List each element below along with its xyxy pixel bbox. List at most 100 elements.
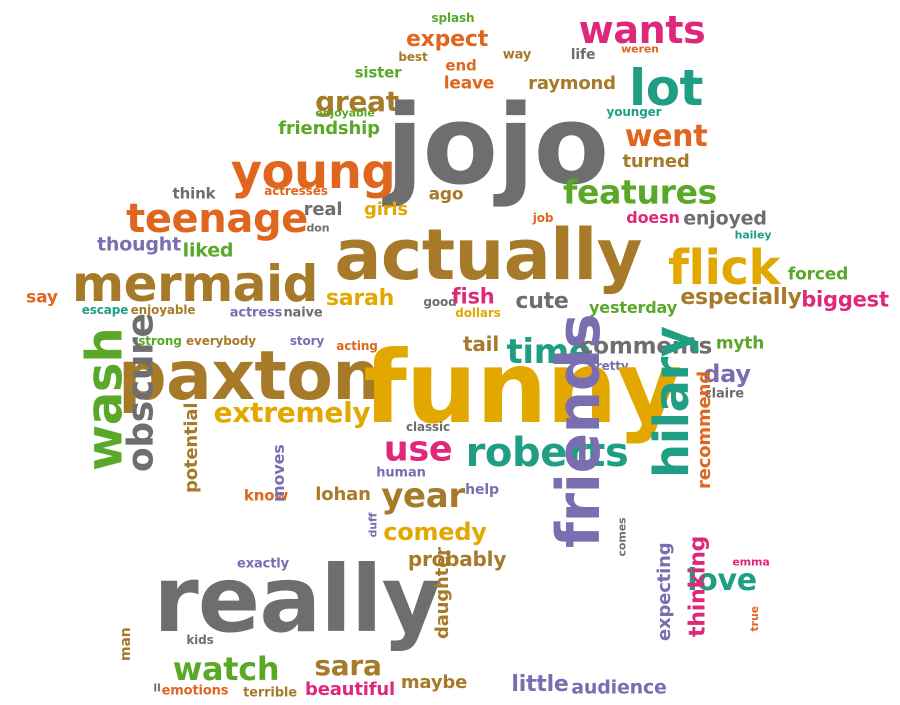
word-paxton: paxton bbox=[118, 337, 381, 416]
word-man: man bbox=[118, 627, 135, 661]
word-friendship: friendship bbox=[278, 118, 380, 139]
word-way: way bbox=[502, 47, 532, 63]
word-went: went bbox=[624, 119, 708, 154]
word-true: true bbox=[748, 605, 762, 632]
word-expect: expect bbox=[405, 27, 489, 52]
word-dollars: dollars bbox=[455, 306, 501, 320]
word-think: think bbox=[172, 184, 216, 203]
word-best: best bbox=[398, 50, 428, 64]
word-actress: actress bbox=[229, 305, 283, 321]
word-emma: emma bbox=[732, 555, 770, 569]
word-good: good bbox=[423, 295, 457, 309]
word-help: help bbox=[465, 482, 499, 498]
word-features: features bbox=[563, 172, 717, 212]
word-daughter: daughter bbox=[432, 547, 454, 639]
word-probably: probably bbox=[407, 547, 507, 571]
word-friends: friends bbox=[543, 313, 614, 548]
word-forced: forced bbox=[787, 264, 849, 285]
word-acting: acting bbox=[336, 339, 378, 353]
word-say: say bbox=[26, 287, 58, 308]
word-thinking: thinking bbox=[685, 535, 711, 637]
word-real: real bbox=[303, 199, 343, 220]
word-thought: thought bbox=[96, 233, 182, 256]
word-weren: weren bbox=[621, 42, 659, 56]
word-use: use bbox=[383, 429, 453, 470]
word-fish: fish bbox=[451, 284, 495, 309]
word-know: know bbox=[243, 486, 289, 505]
word-leave: leave bbox=[443, 73, 495, 94]
word-especially: especially bbox=[680, 285, 802, 310]
word-story: story bbox=[289, 334, 325, 348]
word-yesterday: yesterday bbox=[589, 298, 677, 317]
word-claire: claire bbox=[704, 386, 744, 402]
word-mermaid: mermaid bbox=[72, 255, 318, 313]
word-kids: kids bbox=[186, 633, 214, 647]
word-comedy: comedy bbox=[383, 518, 487, 546]
word-potential: potential bbox=[180, 402, 202, 493]
word-younger: younger bbox=[606, 105, 662, 119]
word-sarah: sarah bbox=[325, 286, 395, 311]
word-really: really bbox=[153, 546, 441, 653]
word-maybe: maybe bbox=[400, 672, 468, 693]
word-enjoyable-top: enjoyable bbox=[315, 106, 375, 120]
word-exactly: exactly bbox=[237, 556, 289, 572]
word-enjoyable: enjoyable bbox=[130, 303, 196, 317]
word-doesn: doesn bbox=[626, 208, 680, 227]
word-lot: lot bbox=[629, 59, 703, 117]
word-sister: sister bbox=[354, 63, 402, 82]
word-life: life bbox=[570, 47, 596, 63]
word-obscure: obscure bbox=[120, 313, 162, 472]
word-classic: classic bbox=[406, 420, 450, 434]
word-enjoyed: enjoyed bbox=[683, 207, 767, 230]
word-flick: flick bbox=[668, 240, 780, 296]
word-cute: cute bbox=[515, 289, 569, 314]
word-actresses: actresses bbox=[264, 184, 328, 198]
word-emotions: emotions bbox=[161, 683, 229, 699]
word-everybody: everybody bbox=[185, 334, 257, 348]
word-comments: comments bbox=[579, 333, 713, 360]
word-expecting: expecting bbox=[653, 542, 675, 641]
word-lohan: lohan bbox=[315, 484, 371, 505]
word-time: time bbox=[506, 332, 592, 372]
word-tail: tail bbox=[463, 332, 499, 356]
word-little: little bbox=[511, 672, 569, 697]
word-watch: watch bbox=[172, 650, 280, 688]
word-splash: splash bbox=[431, 11, 475, 25]
word-audience: audience bbox=[571, 676, 667, 699]
word-recommend: recommend bbox=[694, 371, 716, 489]
word-day: day bbox=[703, 360, 751, 388]
word-beautiful: beautiful bbox=[304, 679, 396, 700]
word-don: don bbox=[306, 221, 330, 235]
word-sara: sara bbox=[314, 649, 382, 682]
word-moves: moves bbox=[269, 444, 289, 502]
word-hilary: hilary bbox=[644, 326, 701, 478]
word-strong: strong bbox=[138, 334, 182, 348]
word-love: love bbox=[687, 563, 757, 598]
word-ll: ll bbox=[153, 681, 161, 695]
word-actually: actually bbox=[334, 214, 642, 296]
word-roberts: roberts bbox=[465, 430, 629, 476]
word-terrible: terrible bbox=[243, 685, 297, 701]
word-teenage: teenage bbox=[126, 196, 308, 242]
word-great: great bbox=[315, 85, 399, 118]
word-duff: duff bbox=[366, 512, 380, 538]
word-myth: myth bbox=[715, 333, 765, 354]
word-pretty: pretty bbox=[587, 359, 629, 373]
word-year: year bbox=[381, 476, 465, 516]
word-raymond: raymond bbox=[528, 73, 616, 94]
word-jojo: jojo bbox=[385, 81, 609, 209]
word-extremely: extremely bbox=[213, 396, 371, 429]
word-job: job bbox=[532, 211, 554, 225]
word-hailey: hailey bbox=[734, 228, 772, 242]
word-end: end bbox=[445, 56, 477, 75]
word-wants: wants bbox=[578, 8, 706, 52]
word-human: human bbox=[376, 465, 426, 481]
word-biggest: biggest bbox=[801, 287, 889, 312]
word-turned: turned bbox=[622, 151, 690, 172]
word-young: young bbox=[230, 144, 396, 200]
word-comes: comes bbox=[615, 517, 629, 557]
word-funny: funny bbox=[363, 329, 681, 446]
word-escape: escape bbox=[81, 303, 129, 317]
word-girls: girls bbox=[364, 199, 408, 220]
